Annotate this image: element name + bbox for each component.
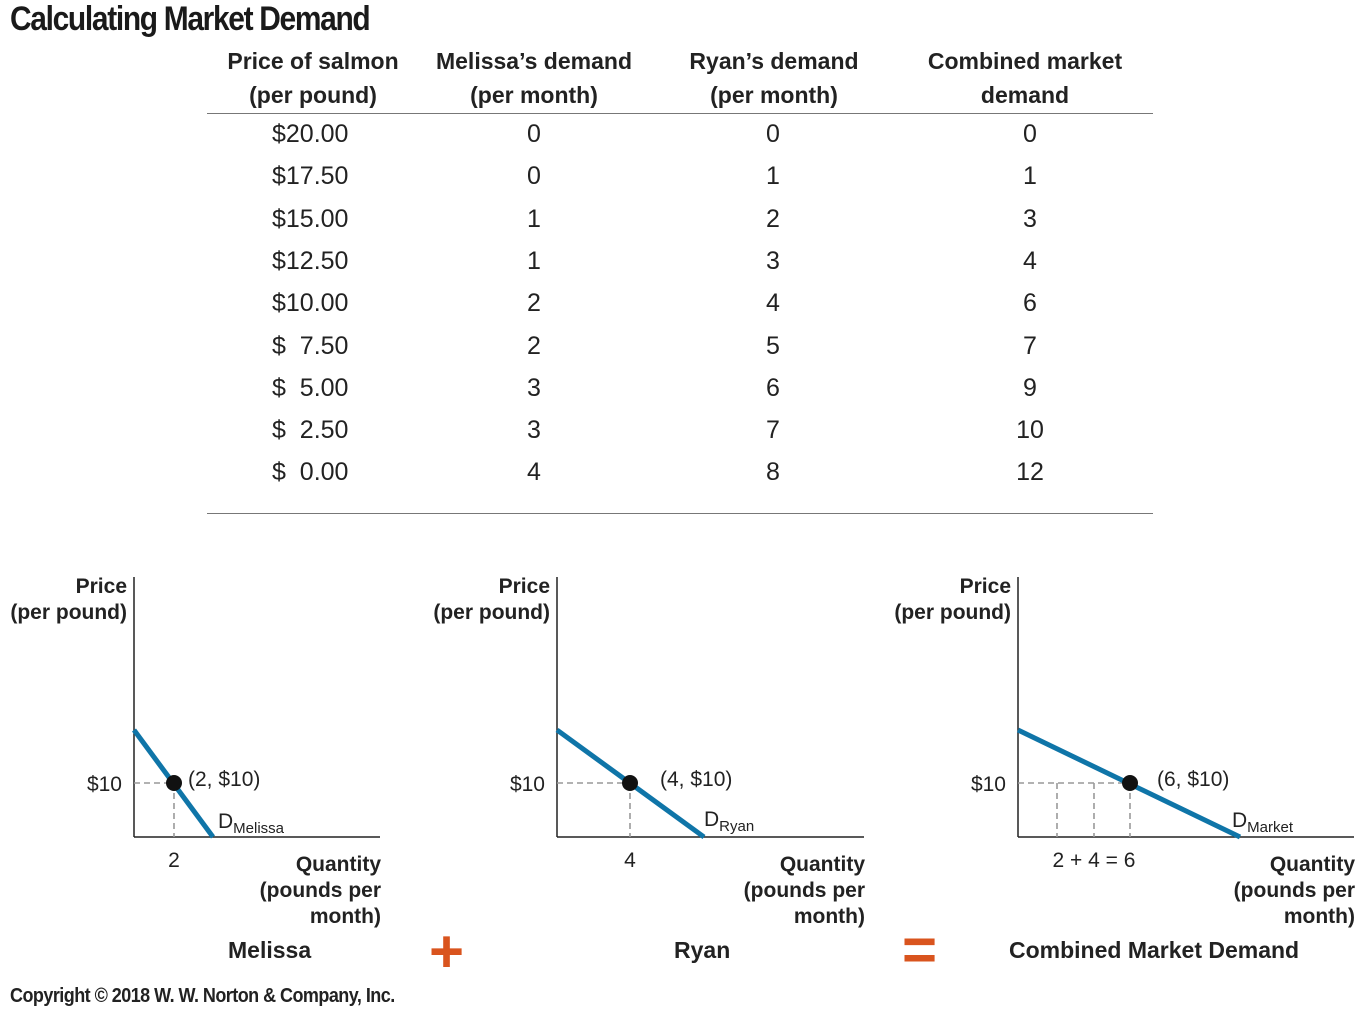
ryan-caption: Ryan (674, 937, 731, 963)
ryan-cell: 4 (766, 289, 780, 318)
combined-cell: 4 (1023, 246, 1037, 275)
price-cell: $ 7.50 (272, 331, 349, 360)
combined-cell: 0 (1023, 120, 1037, 148)
price-cell: $10.00 (272, 289, 349, 318)
plus-operator: + (429, 918, 465, 985)
melissa-cell: 1 (527, 246, 541, 275)
ryan-cell: 2 (766, 204, 780, 233)
melissa-curve-label: DMelissa (218, 810, 285, 837)
copyright: Copyright © 2018 W. W. Norton & Company,… (10, 985, 395, 1007)
ryan-cell: 5 (766, 331, 780, 360)
ryan-cell: 7 (766, 416, 780, 445)
melissa-caption: Melissa (228, 937, 312, 963)
melissa-cell: 3 (527, 416, 541, 445)
melissa-xlabel: Quantity (pounds per month) (259, 853, 381, 928)
combined-cell: 9 (1023, 373, 1037, 402)
ryan-graph: $10 4 (4, $10) DRyan (510, 577, 864, 872)
market-ylabel: Price (per pound) (894, 575, 1011, 624)
header-price: Price of salmon (per pound) (227, 48, 399, 108)
ryan-price-tick: $10 (510, 773, 545, 796)
header-melissa: Melissa’s demand (per month) (435, 48, 632, 108)
melissa-price-tick: $10 (87, 773, 122, 796)
melissa-cell: 0 (527, 120, 541, 148)
melissa-x-tick: 2 (168, 849, 180, 872)
melissa-graph: $10 2 (2, $10) DMelissa (87, 577, 380, 872)
table-bottom-rule (207, 513, 1153, 514)
header-combined: Combined market demand (927, 48, 1123, 108)
combined-cell: 7 (1023, 331, 1037, 360)
melissa-cell: 0 (527, 162, 541, 191)
price-cell: $ 2.50 (272, 416, 349, 445)
combined-cell: 10 (1016, 416, 1044, 445)
market-price-tick: $10 (971, 773, 1006, 796)
melissa-cell: 4 (527, 458, 541, 487)
ryan-cell: 6 (766, 373, 780, 402)
melissa-cell: 1 (527, 204, 541, 233)
market-xlabel: Quantity (pounds per month) (1233, 853, 1355, 928)
price-cell: $20.00 (272, 120, 349, 148)
price-cell: $12.50 (272, 246, 349, 275)
equals-operator: = (902, 916, 938, 983)
melissa-cell: 2 (527, 289, 541, 318)
ryan-cell: 1 (766, 162, 780, 191)
price-cell: $ 0.00 (272, 458, 349, 487)
market-point-label: (6, $10) (1157, 768, 1229, 791)
table-top-rule (207, 113, 1153, 114)
ryan-xlabel: Quantity (pounds per month) (743, 853, 865, 928)
melissa-point (166, 775, 182, 791)
market-x-tick: 2 + 4 = 6 (1053, 849, 1136, 872)
melissa-cell: 2 (527, 331, 541, 360)
header-ryan: Ryan’s demand (per month) (689, 48, 859, 108)
melissa-point-label: (2, $10) (188, 768, 260, 791)
ryan-cell: 8 (766, 458, 780, 487)
ryan-curve-label: DRyan (704, 808, 754, 835)
combined-cell: 1 (1023, 162, 1037, 191)
market-curve-label: DMarket (1232, 809, 1294, 836)
price-cell: $15.00 (272, 204, 349, 233)
ryan-cell: 3 (766, 246, 780, 275)
price-cell: $17.50 (272, 162, 349, 191)
page-title: Calculating Market Demand (10, 0, 371, 38)
melissa-ylabel: Price (per pound) (10, 575, 127, 624)
combined-cell: 6 (1023, 289, 1037, 318)
ryan-ylabel: Price (per pound) (433, 575, 550, 624)
ryan-point (622, 775, 638, 791)
combined-cell: 3 (1023, 204, 1037, 233)
melissa-cell: 3 (527, 373, 541, 402)
ryan-cell: 0 (766, 120, 780, 148)
ryan-x-tick: 4 (624, 849, 636, 872)
ryan-point-label: (4, $10) (660, 768, 732, 791)
market-graph: $10 2 + 4 = 6 (6, $10) DMarket (971, 577, 1354, 872)
market-caption: Combined Market Demand (1009, 937, 1300, 963)
price-cell: $ 5.00 (272, 373, 349, 402)
combined-cell: 12 (1016, 458, 1044, 487)
market-point (1122, 775, 1138, 791)
